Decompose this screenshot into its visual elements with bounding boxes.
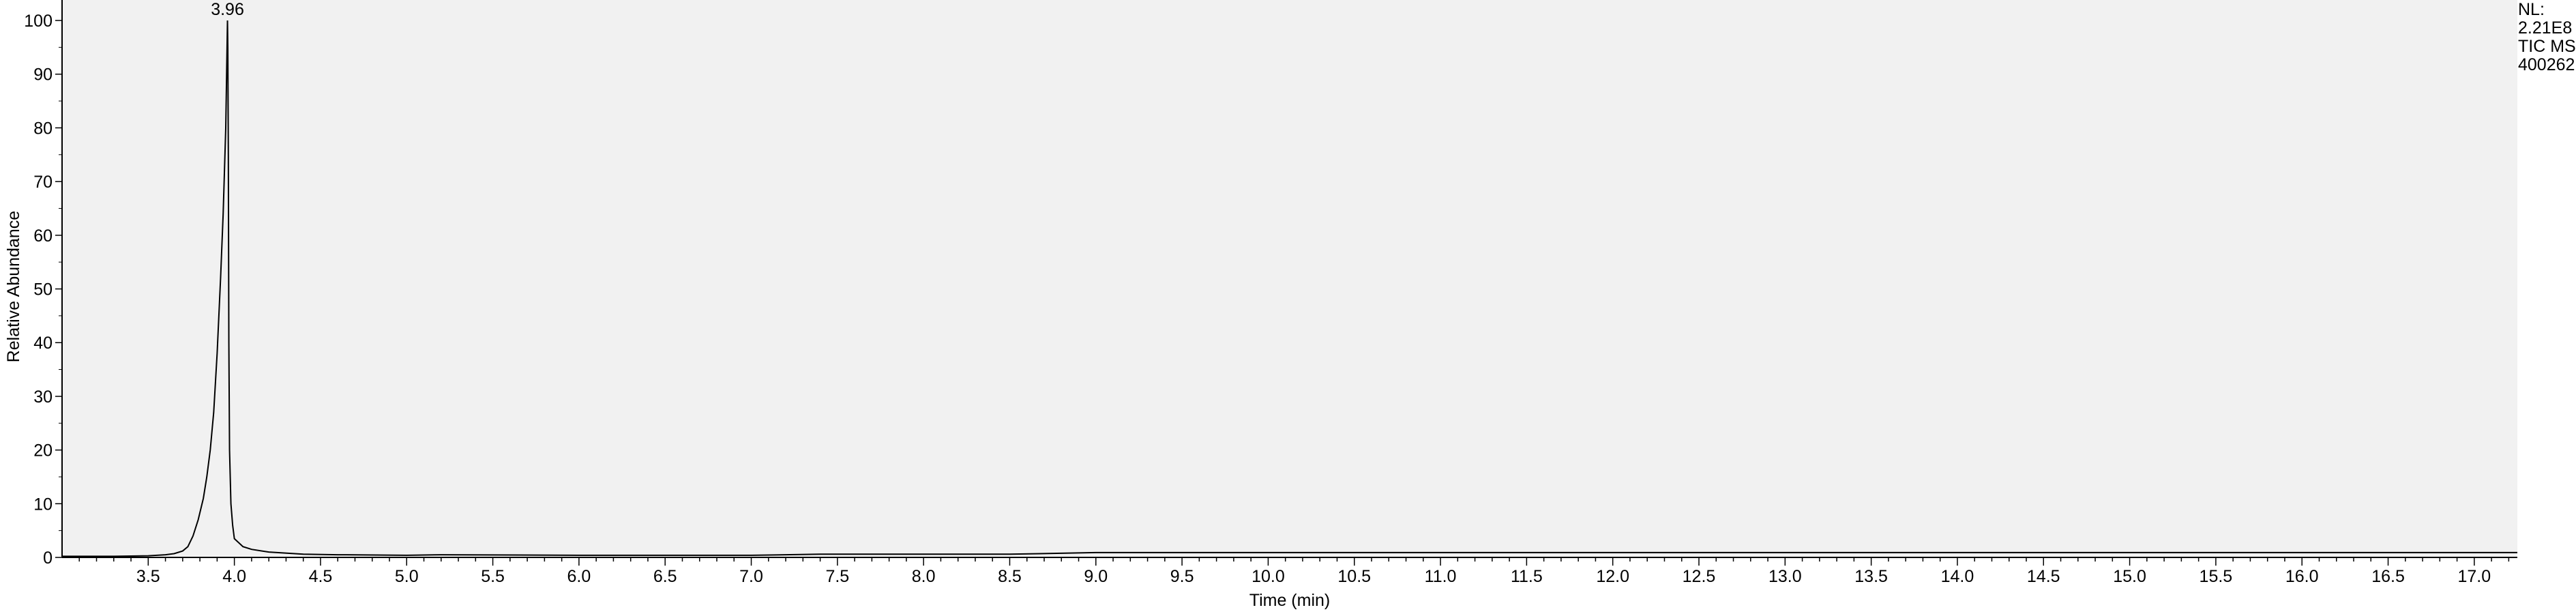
x-tick-label: 16.5: [2371, 567, 2405, 586]
y-tick-label: 60: [33, 227, 53, 246]
x-tick-label: 11.0: [1425, 567, 1457, 586]
x-tick-label: 6.5: [653, 567, 677, 586]
x-tick-label: 5.0: [395, 567, 419, 586]
y-tick-label: 70: [33, 173, 53, 192]
plot-series-group: [62, 20, 2517, 557]
peak-annotations: 3.96: [211, 0, 244, 19]
x-tick-label: 15.5: [2200, 567, 2233, 586]
x-tick-label: 7.5: [825, 567, 849, 586]
x-tick-label: 14.5: [2027, 567, 2060, 586]
y-tick-label: 50: [33, 280, 53, 300]
x-axis-ticks: 3.5 4.0 4.5 5.0 5.5 6.0 6.5 7.0 7.5 8.0 8.5 9.0 9.5 1…: [78, 557, 2510, 586]
x-axis-title: Time (min): [1249, 591, 1331, 610]
x-tick-label: 11.5: [1511, 567, 1543, 586]
y-tick-label: 20: [33, 441, 53, 461]
nl-info-line: TIC MS: [2518, 37, 2576, 56]
y-tick-label: 0: [43, 549, 53, 568]
x-tick-label: 17.0: [2458, 567, 2491, 586]
x-tick-label: 3.5: [136, 567, 160, 586]
nl-info-line: 2.21E8: [2518, 18, 2572, 38]
x-tick-label: 5.5: [481, 567, 505, 586]
x-tick-label: 6.0: [567, 567, 591, 586]
plot-area: [62, 0, 2517, 557]
peak-label: 3.96: [211, 0, 244, 19]
y-tick-label: 10: [33, 495, 53, 514]
y-tick-label: 90: [33, 65, 53, 85]
x-tick-label: 13.0: [1768, 567, 1802, 586]
tic-trace-line: [62, 20, 2517, 557]
y-tick-label: 100: [24, 12, 53, 31]
x-tick-label: 12.0: [1596, 567, 1629, 586]
x-tick-label: 15.0: [2113, 567, 2146, 586]
x-tick-label: 9.0: [1084, 567, 1108, 586]
x-tick-label: 9.5: [1170, 567, 1194, 586]
y-tick-label: 30: [33, 388, 53, 407]
x-tick-label: 4.5: [309, 567, 333, 586]
x-tick-label: 13.5: [1854, 567, 1888, 586]
y-axis-title: Relative Abundance: [4, 211, 23, 362]
x-tick-label: 10.0: [1252, 567, 1285, 586]
x-tick-label: 12.5: [1683, 567, 1716, 586]
y-tick-label: 40: [33, 334, 53, 353]
x-tick-label: 14.0: [1941, 567, 1974, 586]
nl-info-line: NL:: [2518, 0, 2545, 19]
x-tick-label: 8.0: [912, 567, 936, 586]
y-tick-label: 80: [33, 119, 53, 138]
nl-info-line: 400262: [2518, 55, 2575, 74]
x-tick-label: 10.5: [1337, 567, 1371, 586]
x-tick-label: 8.5: [998, 567, 1022, 586]
y-axis-ticks: 0 10 20 30 40 50 60 70 80 90 100: [24, 12, 62, 568]
x-tick-label: 16.0: [2285, 567, 2319, 586]
x-tick-label: 7.0: [739, 567, 763, 586]
x-tick-label: 4.0: [222, 567, 246, 586]
